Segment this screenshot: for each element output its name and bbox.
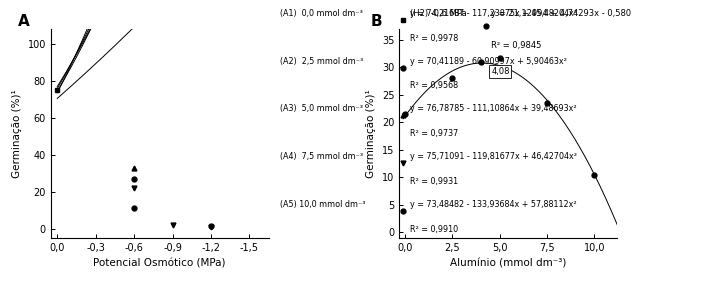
Y-axis label: Germinação (%)¹: Germinação (%)¹	[367, 89, 376, 178]
Text: (A2)  2,5 mmol dm⁻³: (A2) 2,5 mmol dm⁻³	[280, 57, 363, 66]
Text: R² = 0,9978: R² = 0,9978	[410, 34, 458, 43]
Y-axis label: Germinação (%)¹: Germinação (%)¹	[12, 89, 22, 178]
Text: A: A	[18, 14, 30, 30]
Text: R² = 0,9931: R² = 0,9931	[410, 177, 458, 186]
Text: y = 74,21687 - 117,23875x + 45,48204x²: y = 74,21687 - 117,23875x + 45,48204x²	[410, 9, 577, 18]
Text: B: B	[370, 14, 382, 30]
Text: R² = 0,9845: R² = 0,9845	[491, 41, 541, 50]
Text: y = 70,41189 - 60,90997x + 5,90463x²: y = 70,41189 - 60,90997x + 5,90463x²	[410, 57, 567, 66]
Text: R² = 0,9568: R² = 0,9568	[410, 81, 458, 90]
X-axis label: Alumínio (mmol dm⁻³): Alumínio (mmol dm⁻³)	[450, 258, 566, 268]
Text: y = 75,71091 - 119,81677x + 46,42704x²: y = 75,71091 - 119,81677x + 46,42704x²	[410, 152, 577, 161]
Text: y = 21,12994 + 4,74293x - 0,580: y = 21,12994 + 4,74293x - 0,580	[491, 9, 631, 18]
Text: 4,08: 4,08	[492, 67, 510, 76]
Text: (A4)  7,5 mmol dm⁻³: (A4) 7,5 mmol dm⁻³	[280, 152, 362, 161]
Text: (H2) -0,6 MPa: (H2) -0,6 MPa	[410, 9, 467, 18]
Text: y = 76,78785 - 111,10864x + 39,48693x²: y = 76,78785 - 111,10864x + 39,48693x²	[410, 104, 577, 113]
Text: (A3)  5,0 mmol dm⁻³: (A3) 5,0 mmol dm⁻³	[280, 104, 362, 113]
Text: y = 73,48482 - 133,93684x + 57,88112x²: y = 73,48482 - 133,93684x + 57,88112x²	[410, 200, 577, 209]
Text: (A1)  0,0 mmol dm⁻³: (A1) 0,0 mmol dm⁻³	[280, 9, 362, 18]
X-axis label: Potencial Osmótico (MPa): Potencial Osmótico (MPa)	[94, 258, 226, 268]
Text: (A5) 10,0 mmol dm⁻³: (A5) 10,0 mmol dm⁻³	[280, 200, 365, 209]
Text: R² = 0,9737: R² = 0,9737	[410, 129, 458, 138]
Text: R² = 0,9910: R² = 0,9910	[410, 225, 458, 234]
